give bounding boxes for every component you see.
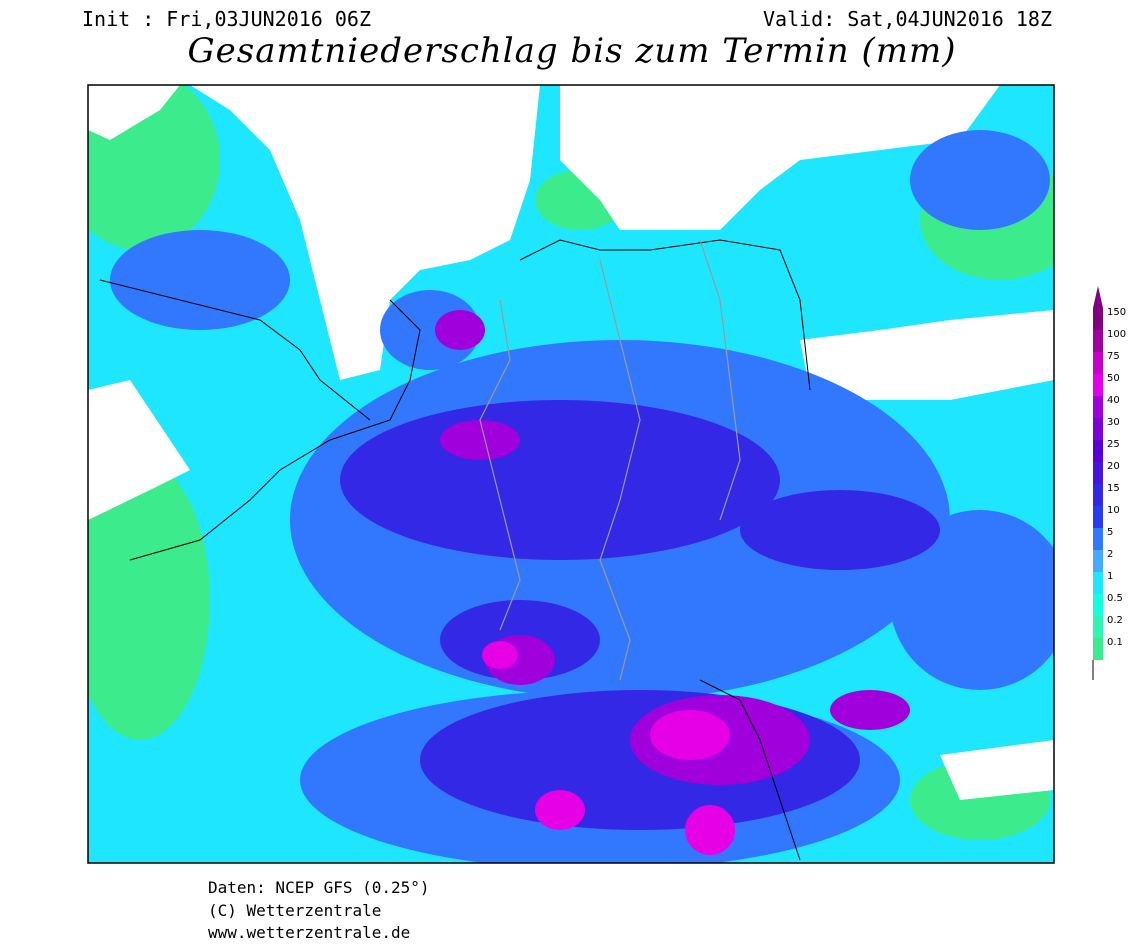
valid-time: Valid: Sat,04JUN2016 18Z: [763, 7, 1052, 31]
legend-label: 5: [1107, 527, 1113, 538]
legend-swatch: [1093, 616, 1103, 638]
legend-swatch: [1093, 462, 1103, 484]
legend-swatch: [1093, 638, 1103, 660]
map: [87, 84, 1055, 864]
legend-label: 50: [1107, 373, 1120, 384]
legend-label: 20: [1107, 461, 1120, 472]
legend-label: 15: [1107, 483, 1120, 494]
legend-label: 10: [1107, 505, 1120, 516]
legend-swatch: [1093, 440, 1103, 462]
legend-swatch: [1093, 352, 1103, 374]
legend-label: 25: [1107, 439, 1120, 450]
coastlines: [99, 239, 811, 861]
legend-label: 2: [1107, 549, 1113, 560]
legend-label: 30: [1107, 417, 1120, 428]
legend-swatch: [1093, 550, 1103, 572]
legend-swatch: [1093, 506, 1103, 528]
legend-swatch: [1093, 484, 1103, 506]
legend-label: 0.1: [1107, 637, 1123, 648]
borders: [479, 239, 741, 681]
legend-label: 0.2: [1107, 615, 1123, 626]
legend-swatch: [1093, 572, 1103, 594]
legend-swatch: [1093, 374, 1103, 396]
footer-source: Daten: NCEP GFS (0.25°): [208, 878, 430, 897]
legend-swatch: [1093, 308, 1103, 330]
legend-swatch: [1093, 528, 1103, 550]
legend-swatch: [1093, 418, 1103, 440]
legend-swatch: [1093, 330, 1103, 352]
legend-label: 100: [1107, 329, 1126, 340]
legend: 150 100 75 50 40 30 25 20 15 10 5 2 1 0.5 0.2 0.1: [1092, 286, 1126, 680]
footer-url: www.wetterzentrale.de: [208, 923, 410, 942]
map-title: Gesamtniederschlag bis zum Termin (mm): [187, 31, 956, 71]
init-time: Init : Fri,03JUN2016 06Z: [82, 7, 371, 31]
legend-label: 75: [1107, 351, 1120, 362]
legend-label: 40: [1107, 395, 1120, 406]
footer-copyright: (C) Wetterzentrale: [208, 901, 381, 920]
legend-label: 1: [1107, 571, 1113, 582]
legend-label: 150: [1107, 307, 1126, 318]
legend-arrow: [1093, 286, 1103, 308]
map-frame: [87, 84, 1055, 864]
precip-none: [88, 85, 1054, 800]
legend-swatch: [1093, 594, 1103, 616]
legend-label: 0.5: [1107, 593, 1123, 604]
precip-extreme: [482, 641, 735, 855]
legend-swatch: [1093, 396, 1103, 418]
